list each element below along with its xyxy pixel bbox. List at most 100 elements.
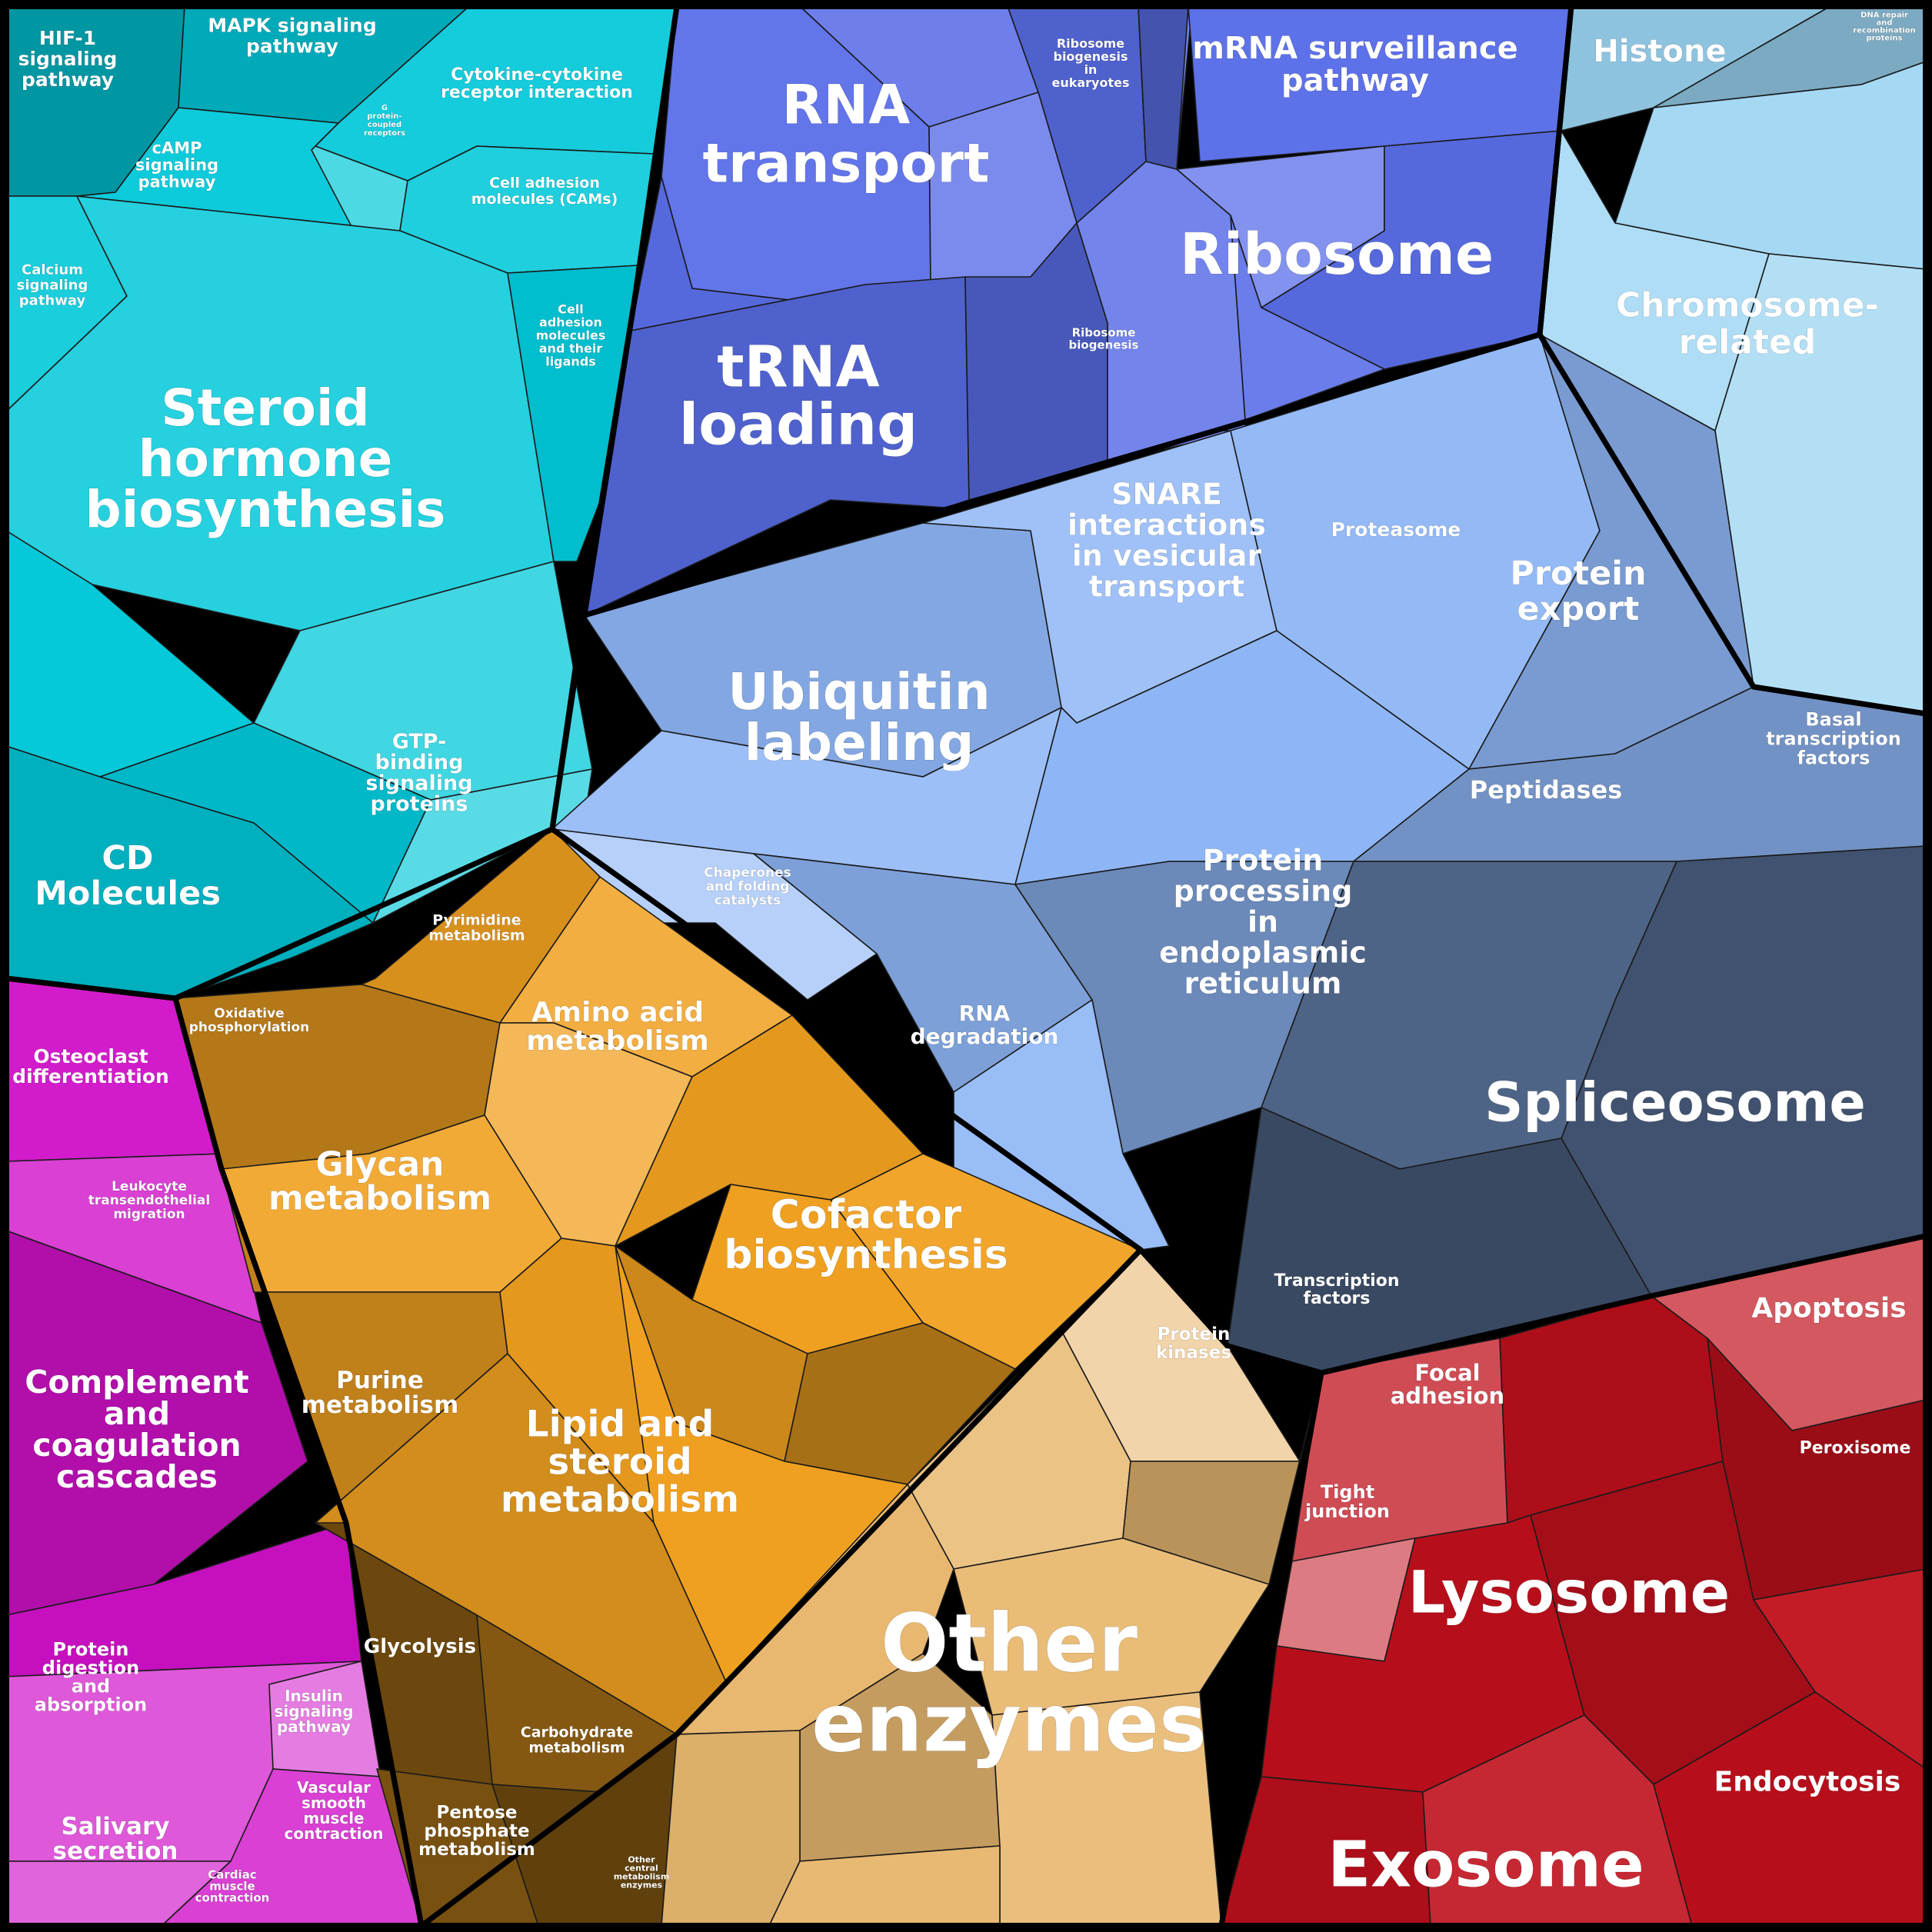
label-line: central <box>625 1863 658 1873</box>
label-line: migration <box>113 1207 185 1222</box>
label-line: Lysosome <box>1408 1558 1730 1627</box>
label-line: Peptidases <box>1470 775 1623 804</box>
label-line: Ribosome <box>1180 222 1494 288</box>
label-pentose: Pentose phosphate metabolism <box>418 1803 535 1860</box>
label-trna: tRNA loading <box>679 334 918 458</box>
label-line: Insulin <box>285 1687 343 1705</box>
label-line: Ribosome <box>1057 36 1124 51</box>
label-line: pathway <box>1281 63 1429 98</box>
label-line: Proteasome <box>1331 518 1461 541</box>
label-line: transport <box>1089 569 1244 603</box>
label-line: steroid <box>548 1441 692 1483</box>
label-line: Leukocyte <box>112 1179 187 1194</box>
label-line: Protein <box>1203 843 1324 877</box>
label-line: cascades <box>56 1458 218 1495</box>
label-line: Pentose <box>437 1803 518 1823</box>
label-chaperones: Chaperones and folding catalysts <box>704 865 791 908</box>
label-line: Osteoclast <box>33 1045 148 1068</box>
label-line: coagulation <box>32 1427 241 1464</box>
metabolism-cell <box>784 1322 1016 1485</box>
label-otherenz: Other enzymes <box>811 1596 1207 1770</box>
label-line: pathway <box>19 292 86 308</box>
label-line: receptors <box>364 129 405 138</box>
label-line: labeling <box>744 713 974 772</box>
label-line: Salivary <box>61 1813 169 1840</box>
label-line: kinases <box>1156 1343 1231 1363</box>
label-cofactor: Cofactor biosynthesis <box>724 1192 1008 1278</box>
label-line: and <box>1876 19 1892 28</box>
label-line: biogenesis <box>1069 338 1139 351</box>
label-line: metabolism <box>268 1178 491 1217</box>
label-line: mRNA surveillance <box>1192 31 1518 66</box>
label-line: tRNA <box>717 334 880 400</box>
label-line: Basal <box>1805 708 1861 730</box>
label-line: signaling <box>18 48 118 70</box>
label-cellligand: Cell adhesion molecules and their ligands <box>536 302 606 369</box>
label-protdigest: Protein digestion and absorption <box>35 1638 147 1715</box>
label-line: eukaryotes <box>1051 75 1129 90</box>
label-line: metabolism <box>526 1025 709 1057</box>
label-othercentral: Other central metabolism enzymes <box>614 1854 670 1890</box>
label-line: factors <box>1797 747 1870 768</box>
label-line: DNA repair <box>1860 12 1908 20</box>
label-line: processing <box>1174 874 1353 908</box>
label-line: signaling <box>274 1702 353 1720</box>
label-line: Endocytosis <box>1714 1767 1901 1798</box>
label-line: Protein <box>53 1638 129 1660</box>
label-line: metabolism <box>301 1391 459 1419</box>
label-lipid: Lipid and steroid metabolism <box>501 1403 739 1521</box>
label-salivary: Salivary secretion <box>53 1813 178 1865</box>
label-line: adhesion <box>1391 1383 1504 1409</box>
label-osteoclast: Osteoclast differentiation <box>12 1045 169 1088</box>
rna-cell <box>1138 5 1189 170</box>
label-line: Tight <box>1321 1481 1374 1503</box>
label-line: Complement <box>25 1364 249 1401</box>
label-mapk: MAPK signaling pathway <box>208 14 376 57</box>
label-insulin: Insulin signaling pathway <box>274 1687 353 1736</box>
label-ribobiog: Ribosome biogenesis <box>1069 325 1139 351</box>
label-line: degradation <box>911 1024 1059 1049</box>
label-line: receptor interaction <box>441 83 633 102</box>
label-line: endoplasmic <box>1159 935 1367 969</box>
label-gtp: GTP-binding signaling proteins <box>365 730 472 816</box>
label-line: pathway <box>246 35 338 57</box>
label-line: muscle <box>209 1879 255 1893</box>
label-line: metabolism <box>614 1871 670 1881</box>
label-line: in vesicular <box>1072 538 1262 572</box>
label-ribobiogeuk: Ribosome biogenesis in eukaryotes <box>1051 36 1129 90</box>
label-line: binding <box>375 751 464 774</box>
label-line: Glycan <box>316 1144 445 1184</box>
label-line: pathway <box>277 1717 351 1736</box>
signaling-cell <box>5 195 555 631</box>
label-line: transendothelial <box>88 1193 210 1208</box>
label-line: Spliceosome <box>1484 1071 1866 1134</box>
label-line: signaling <box>17 277 88 293</box>
label-line: Vascular <box>297 1778 371 1797</box>
label-line: hormone <box>138 429 393 488</box>
label-line: digestion <box>42 1657 139 1678</box>
label-leukocyte: Leukocyte transendothelial migration <box>88 1179 210 1222</box>
label-line: metabolism <box>501 1478 739 1521</box>
label-line: junction <box>1304 1501 1390 1522</box>
label-cd: CD Molecules <box>35 839 221 913</box>
protein-group-border <box>549 331 1929 1376</box>
label-line: HIF-1 <box>39 27 96 49</box>
label-line: loading <box>679 391 918 458</box>
label-line: factors <box>1303 1289 1370 1308</box>
label-protproc: Protein processing in endoplasmic reticulum <box>1159 843 1367 1000</box>
other-cell <box>953 1537 1270 1716</box>
label-line: metabolism <box>418 1840 535 1860</box>
label-line: Ubiquitin <box>728 662 990 721</box>
label-line: differentiation <box>12 1065 169 1088</box>
label-line: Exosome <box>1327 1829 1644 1902</box>
label-line: G <box>381 104 388 112</box>
label-line: smooth <box>301 1794 366 1812</box>
label-peptidases: Peptidases <box>1470 775 1623 804</box>
label-line: Chaperones <box>704 865 791 881</box>
label-line: MAPK signaling <box>208 14 376 36</box>
label-line: coupled <box>368 121 401 129</box>
label-line: Cytokine-cytokine <box>451 65 623 85</box>
